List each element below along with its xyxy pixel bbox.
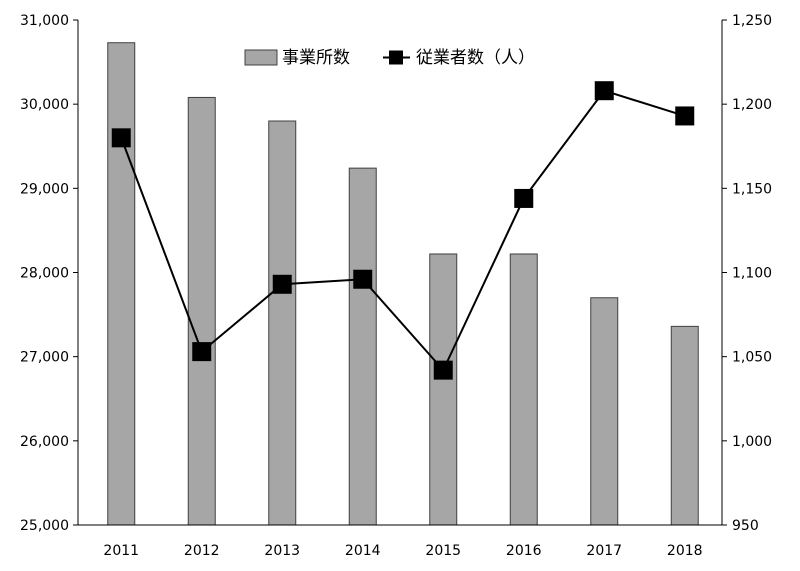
line-point-2016: [514, 188, 534, 208]
axes-group: [73, 19, 727, 526]
y-left-tick-label: 31,000: [20, 13, 69, 29]
y-left-tick-label: 29,000: [20, 181, 69, 197]
y-right-tick-label: 1,250: [732, 13, 772, 29]
y-left-tick-label: 25,000: [20, 518, 69, 534]
line-point-2018: [675, 106, 695, 126]
bar-2011: [107, 42, 136, 526]
line-point-2014: [353, 269, 373, 289]
y-right-tick-label: 1,000: [732, 434, 772, 450]
y-right-tick-label: 1,150: [732, 181, 772, 197]
legend-swatch-bar: [244, 49, 278, 66]
bar-2012: [187, 96, 216, 526]
line-series-group: [111, 81, 695, 380]
x-tick-label: 2012: [184, 543, 220, 559]
y-left-tick-label: 28,000: [20, 266, 69, 282]
legend: 事業所数 従業者数（人）: [244, 48, 535, 68]
y-left-tick-label: 26,000: [20, 434, 69, 450]
line-point-2013: [272, 274, 292, 294]
x-tick-label: 2013: [264, 543, 300, 559]
bar-2014: [348, 167, 377, 526]
bars-group: [107, 42, 699, 526]
y-left-tick-label: 30,000: [20, 97, 69, 113]
x-tick-label: 2016: [506, 543, 542, 559]
bar-2017: [590, 297, 619, 526]
y-right-tick-label: 1,050: [732, 350, 772, 366]
legend-label-line: 従業者数（人）: [416, 48, 535, 68]
bar-2018: [670, 325, 699, 526]
tick-labels-group: 25,000 26,000 27,000 28,000 29,000 30,000 31,0…: [20, 13, 772, 559]
bar-2013: [268, 120, 297, 526]
y-right-tick-label: 1,100: [732, 266, 772, 282]
line-point-2017: [594, 81, 614, 101]
bar-2015: [429, 253, 458, 526]
y-left-tick-label: 27,000: [20, 350, 69, 366]
y-right-tick-label: 950: [732, 518, 759, 534]
x-tick-label: 2015: [425, 543, 461, 559]
legend-label-bar: 事業所数: [282, 48, 350, 68]
legend-marker-symbol: [389, 50, 403, 65]
x-tick-label: 2011: [103, 543, 139, 559]
x-tick-label: 2014: [345, 543, 381, 559]
line-point-2012: [192, 342, 212, 362]
y-right-tick-label: 1,200: [732, 97, 772, 113]
line-point-2011: [111, 128, 131, 148]
line-series-path: [120, 89, 686, 372]
bar-2016: [509, 253, 538, 526]
x-tick-label: 2018: [667, 543, 703, 559]
x-tick-label: 2017: [586, 543, 622, 559]
line-point-2015: [433, 360, 453, 380]
